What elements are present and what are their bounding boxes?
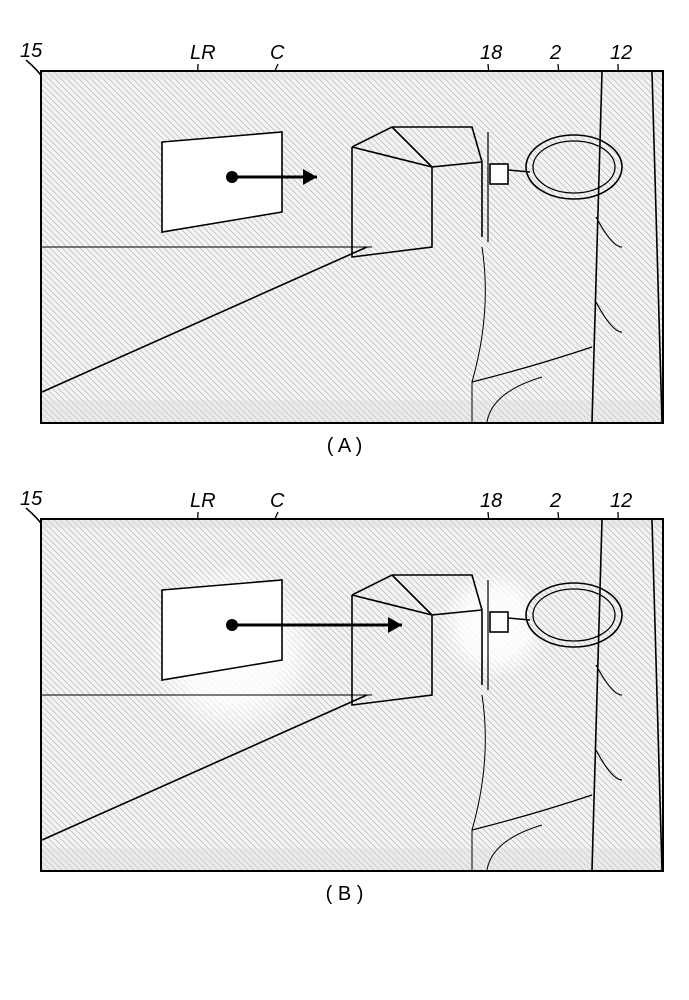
ref-label-LR: LR <box>190 42 216 65</box>
ref-label-2: 2 <box>550 42 561 65</box>
ref-label-18: 18 <box>480 490 502 513</box>
ref-label-12: 12 <box>610 490 632 513</box>
ref-label-C: C <box>270 490 284 513</box>
ref-label-2: 2 <box>550 490 561 513</box>
scene-svg <box>42 72 662 422</box>
scene-svg <box>42 520 662 870</box>
display-frame <box>40 70 664 424</box>
display-frame <box>40 518 664 872</box>
ref-label-C: C <box>270 42 284 65</box>
ref-label-18: 18 <box>480 42 502 65</box>
ref-label-LR: LR <box>190 490 216 513</box>
panel-caption: ( A ) <box>20 435 669 458</box>
panel-a: 15LRC18212 <box>20 40 660 420</box>
ref-label-12: 12 <box>610 42 632 65</box>
panel-caption: ( B ) <box>20 883 669 906</box>
panel-b: 15LRC18212 <box>20 488 660 868</box>
